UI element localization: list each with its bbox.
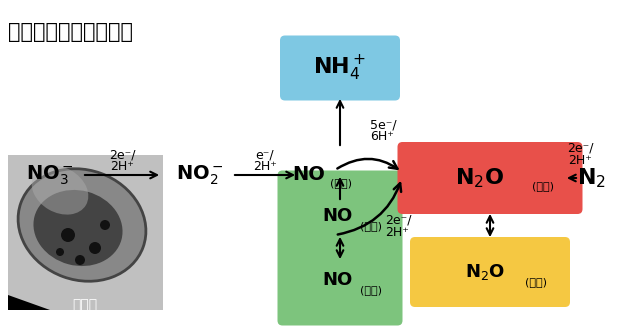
Text: NO$_3^-$: NO$_3^-$ — [26, 163, 74, 187]
Text: (気体): (気体) — [525, 277, 547, 287]
Text: NO$_2^-$: NO$_2^-$ — [176, 163, 224, 187]
Text: e⁻/: e⁻/ — [255, 149, 274, 161]
Text: (吸着): (吸着) — [532, 181, 554, 191]
Circle shape — [61, 228, 75, 242]
Text: 2H⁺: 2H⁺ — [253, 160, 277, 174]
Ellipse shape — [33, 190, 123, 266]
Circle shape — [100, 220, 110, 230]
Text: 脱窒菌: 脱窒菌 — [73, 298, 97, 312]
Text: NH$_4^+$: NH$_4^+$ — [313, 53, 366, 83]
FancyBboxPatch shape — [8, 155, 163, 310]
FancyBboxPatch shape — [410, 237, 570, 307]
Text: 2H⁺: 2H⁺ — [110, 160, 134, 174]
Text: 2H⁺: 2H⁺ — [385, 226, 409, 238]
Text: 脱窒に関わる代謝反応: 脱窒に関わる代謝反応 — [8, 22, 133, 42]
FancyBboxPatch shape — [280, 35, 400, 100]
Text: 5e⁻/: 5e⁻/ — [370, 118, 397, 132]
Polygon shape — [8, 295, 50, 310]
Text: NO: NO — [323, 271, 353, 289]
Text: (吸着): (吸着) — [330, 178, 352, 188]
Text: NO: NO — [292, 166, 325, 184]
Text: 2e⁻/: 2e⁻/ — [385, 214, 412, 227]
Text: N$_2$O: N$_2$O — [456, 166, 505, 190]
Text: (水中): (水中) — [360, 221, 382, 231]
Text: 2H⁺: 2H⁺ — [568, 154, 592, 167]
Circle shape — [75, 255, 85, 265]
FancyBboxPatch shape — [397, 142, 583, 214]
Text: N$_2$O: N$_2$O — [465, 262, 505, 282]
Text: 2e⁻/: 2e⁻/ — [567, 141, 593, 154]
Text: 6H⁺: 6H⁺ — [370, 131, 394, 144]
Text: (気体): (気体) — [360, 285, 382, 295]
Ellipse shape — [18, 169, 146, 281]
Text: NO: NO — [323, 207, 353, 225]
Circle shape — [56, 248, 64, 256]
Text: 2e⁻/: 2e⁻/ — [108, 149, 135, 161]
Circle shape — [89, 242, 101, 254]
FancyBboxPatch shape — [278, 171, 402, 325]
Ellipse shape — [32, 165, 88, 215]
Text: N$_2$: N$_2$ — [577, 166, 606, 190]
